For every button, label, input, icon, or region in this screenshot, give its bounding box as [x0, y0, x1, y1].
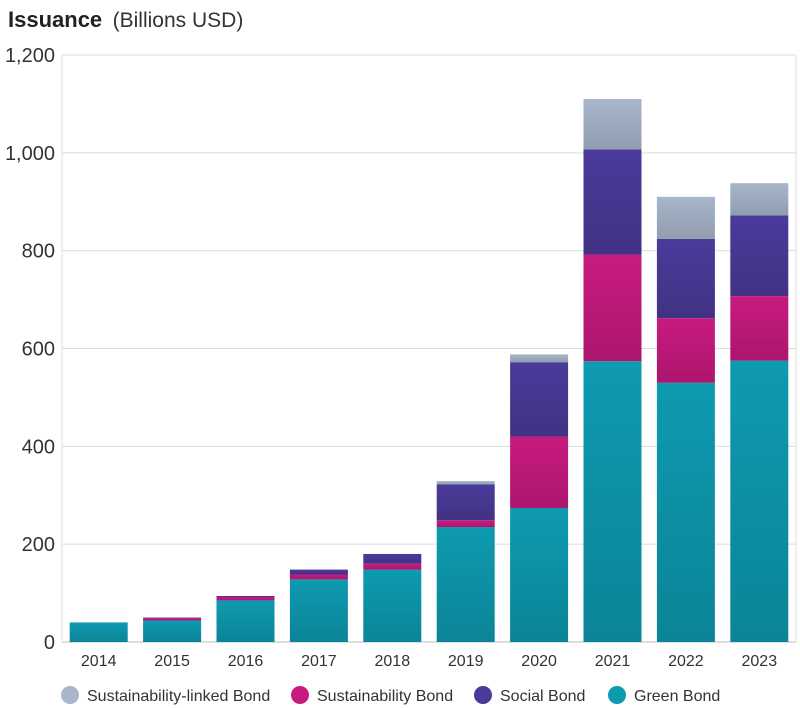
bar-2022-sustainability-bond [656, 318, 715, 383]
bar-2014-green-bond [69, 622, 128, 642]
bar-2019-sustainability-linked-bond [436, 481, 495, 485]
x-tick-label-2018: 2018 [375, 653, 411, 670]
legend-swatch-sustainability-bond [291, 686, 309, 704]
bar-2017-sustainability-bond [289, 574, 348, 580]
x-tick-label-2023: 2023 [742, 653, 778, 670]
legend-label-sustainability-bond: Sustainability Bond [317, 688, 453, 705]
bar-2023-sustainability-linked-bond [730, 183, 789, 216]
x-tick-label-2015: 2015 [154, 653, 190, 670]
bar-2021-sustainability-bond [583, 254, 642, 362]
legend-swatch-green-bond [608, 686, 626, 704]
bar-2019-social-bond [436, 484, 495, 521]
bar-2019-sustainability-bond [436, 520, 495, 528]
legend-item-social-bond: Social Bond [474, 686, 585, 705]
bar-2015-sustainability-bond [143, 618, 202, 621]
bar-2018-green-bond [363, 569, 422, 642]
bars [69, 99, 789, 642]
bar-2017-social-bond [289, 569, 348, 575]
y-tick-label-1000: 1,000 [5, 143, 55, 165]
chart-title-subtitle: (Billions USD) [113, 9, 244, 32]
bar-2021-sustainability-linked-bond [583, 99, 642, 150]
legend-item-sustainability-linked-bond: Sustainability-linked Bond [61, 686, 270, 705]
y-tick-label-600: 600 [22, 339, 55, 361]
grid-lines [61, 54, 797, 643]
bar-2022-green-bond [656, 382, 715, 642]
y-tick-label-0: 0 [44, 632, 55, 654]
legend-label-social-bond: Social Bond [500, 688, 585, 705]
bar-2020-social-bond [510, 362, 569, 437]
bar-2021-green-bond [583, 361, 642, 642]
bar-2016-social-bond [216, 596, 275, 597]
y-tick-label-200: 200 [22, 534, 55, 556]
y-axis-tick-labels: 0 200 400 600 800 1,000 1,200 [5, 45, 55, 654]
x-tick-label-2016: 2016 [228, 653, 264, 670]
bar-2020-sustainability-bond [510, 436, 569, 508]
bar-2020-green-bond [510, 507, 569, 642]
x-tick-label-2014: 2014 [81, 653, 117, 670]
bar-2020-sustainability-linked-bond [510, 354, 569, 363]
legend-swatch-social-bond [474, 686, 492, 704]
bar-2017-green-bond [289, 579, 348, 642]
x-tick-label-2022: 2022 [668, 653, 704, 670]
legend-item-green-bond: Green Bond [608, 686, 720, 705]
bar-2016-sustainability-bond [216, 596, 275, 601]
bar-2023-sustainability-bond [730, 296, 789, 361]
legend-swatch-sustainability-linked-bond [61, 686, 79, 704]
bar-2018-social-bond [363, 553, 422, 564]
bar-2021-social-bond [583, 149, 642, 255]
x-tick-label-2020: 2020 [521, 653, 557, 670]
x-axis-tick-labels: 2014 2015 2016 2017 2018 2019 2020 2021 2022 2023 [81, 653, 777, 670]
chart-title: Issuance (Billions USD) [8, 7, 243, 32]
y-tick-label-800: 800 [22, 241, 55, 263]
legend-label-sustainability-linked-bond: Sustainability-linked Bond [87, 688, 270, 705]
bar-2022-social-bond [656, 238, 715, 319]
bar-2023-social-bond [730, 215, 789, 297]
chart-title-main: Issuance [8, 7, 102, 32]
legend-item-sustainability-bond: Sustainability Bond [291, 686, 453, 705]
y-tick-label-400: 400 [22, 436, 55, 458]
bar-2022-sustainability-linked-bond [656, 196, 715, 239]
x-tick-label-2021: 2021 [595, 653, 631, 670]
x-tick-label-2017: 2017 [301, 653, 337, 670]
bar-2016-green-bond [216, 600, 275, 642]
legend-label-green-bond: Green Bond [634, 688, 720, 705]
y-tick-label-1200: 1,200 [5, 45, 55, 67]
bar-2015-green-bond [143, 620, 202, 642]
legend: Sustainability-linked Bond Sustainability… [61, 686, 720, 705]
bar-2018-sustainability-bond [363, 563, 422, 570]
x-tick-label-2019: 2019 [448, 653, 484, 670]
bar-2019-green-bond [436, 527, 495, 642]
bar-2023-green-bond [730, 360, 789, 642]
